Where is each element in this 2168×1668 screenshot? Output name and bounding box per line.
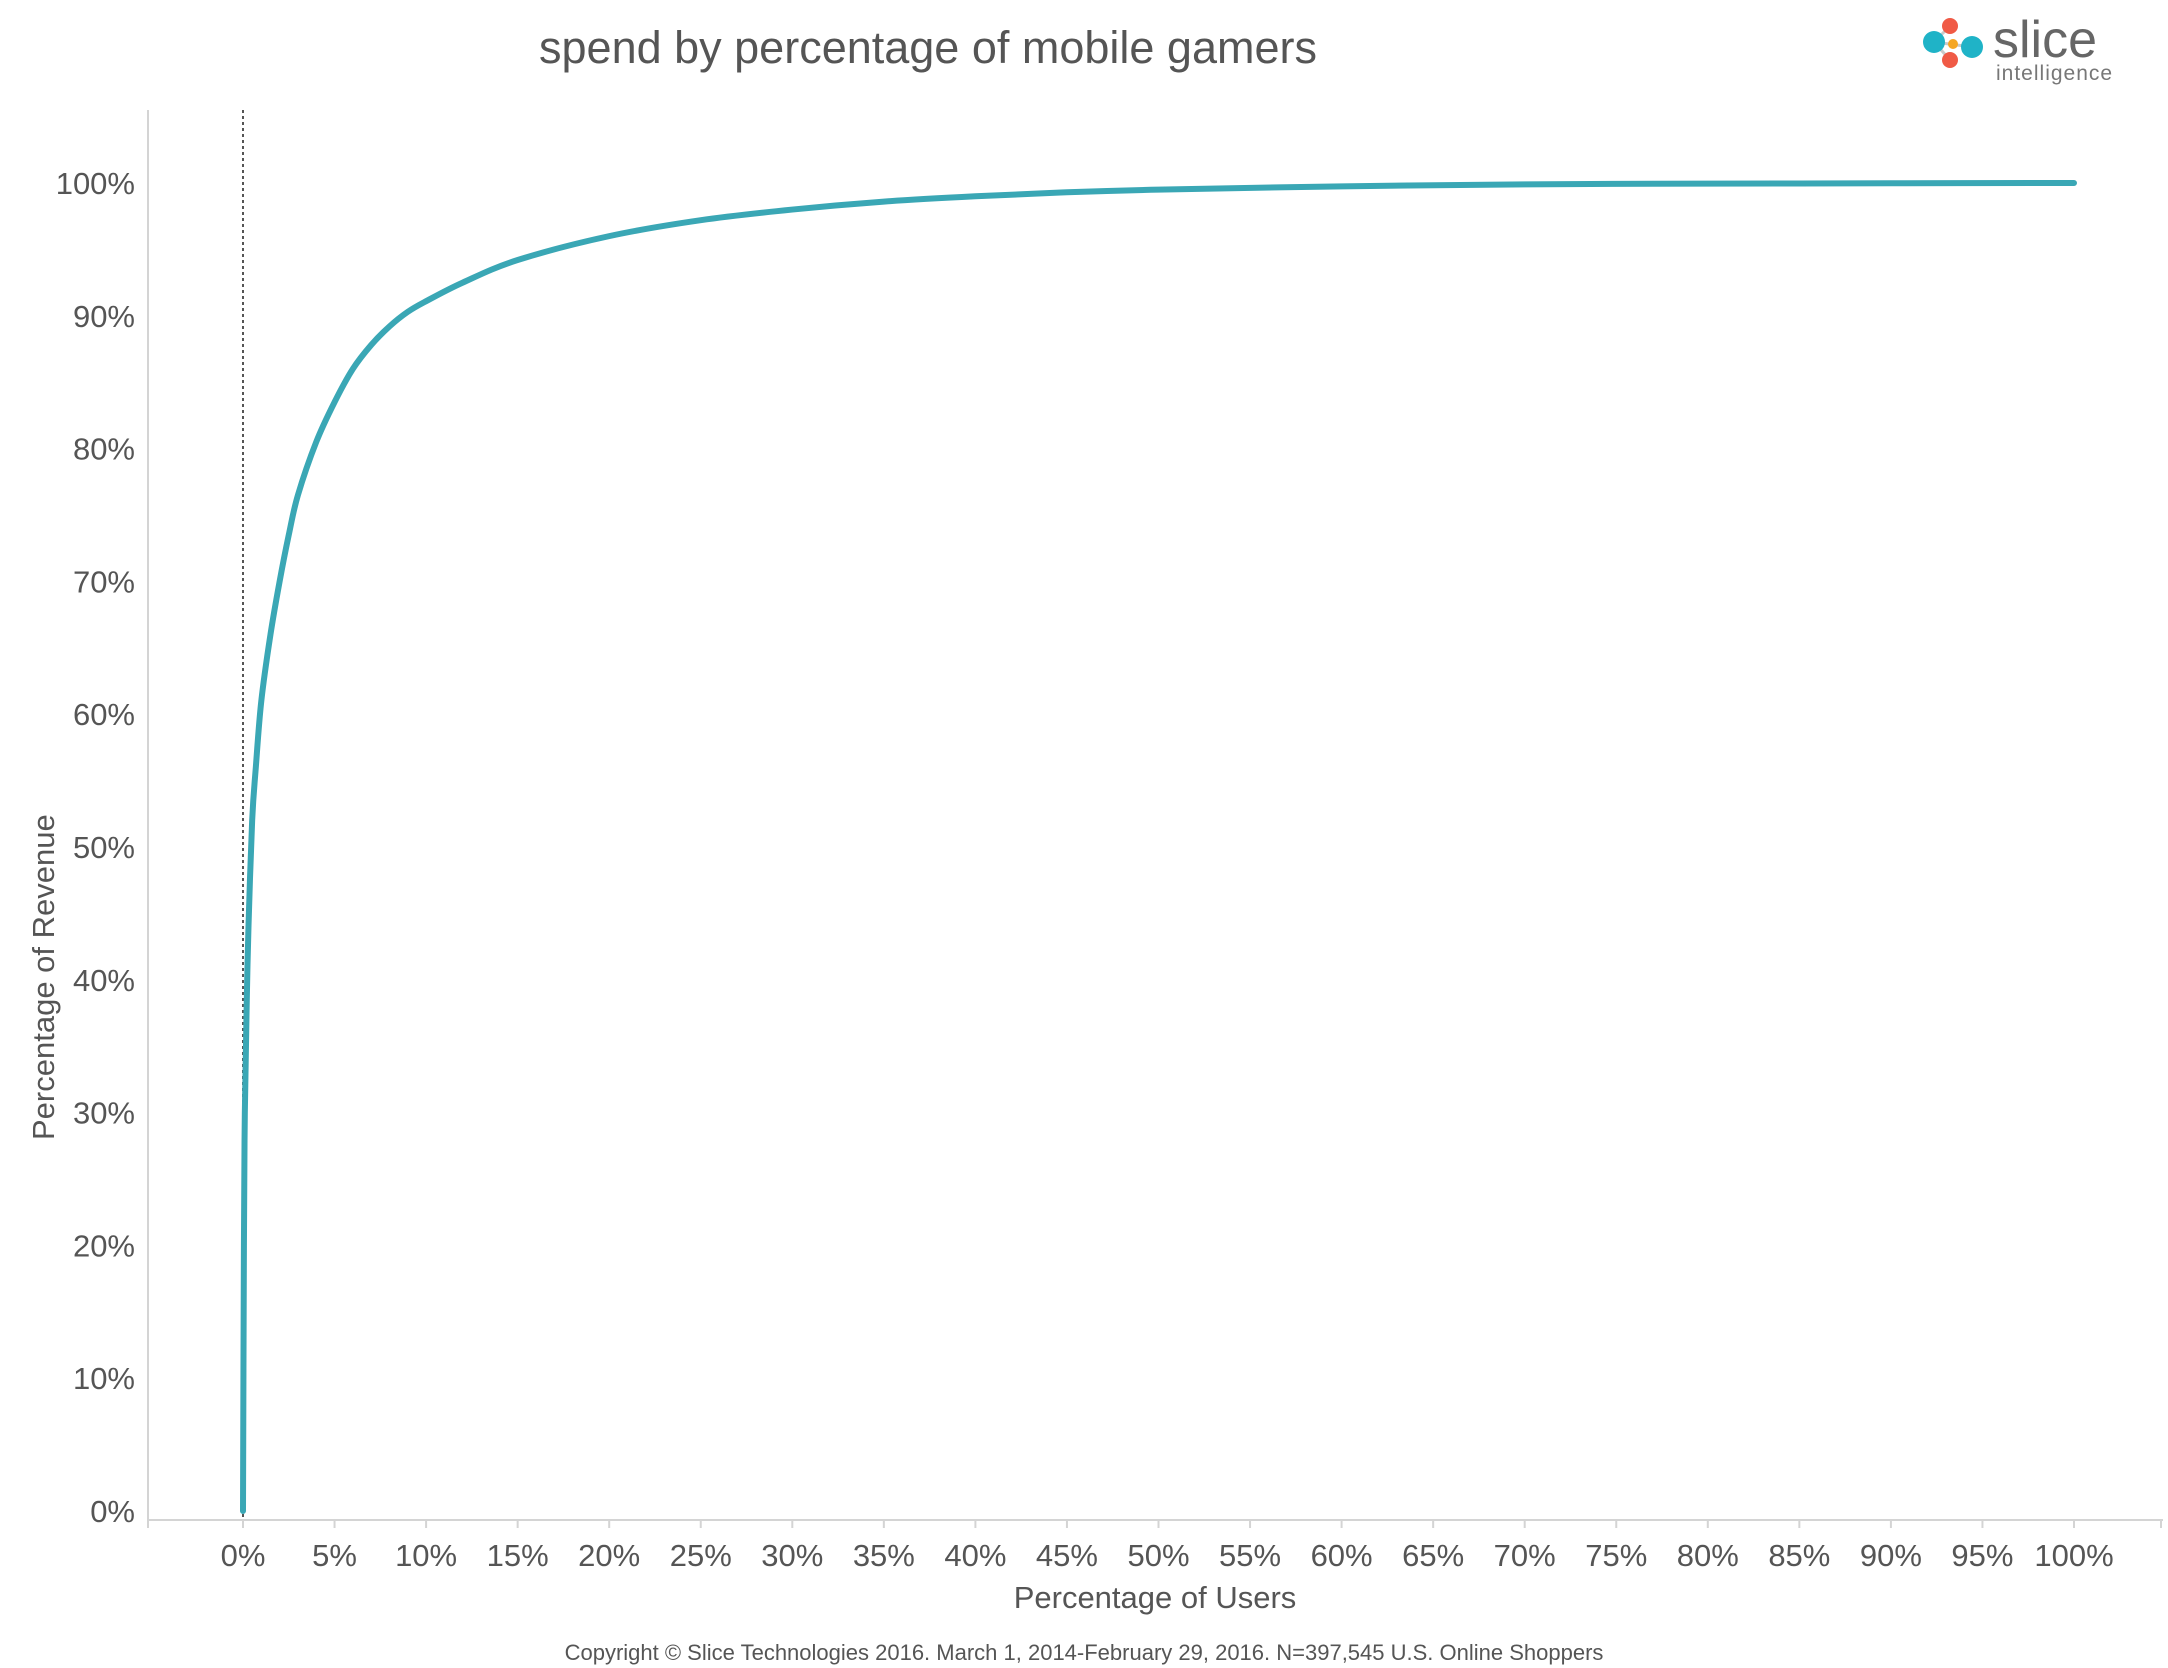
x-tick-label: 25%: [670, 1538, 732, 1573]
x-tick-label: 15%: [487, 1538, 549, 1573]
x-tick-label: 55%: [1219, 1538, 1281, 1573]
x-tick-label: 10%: [395, 1538, 457, 1573]
x-tick-label: 75%: [1585, 1538, 1647, 1573]
y-tick-label: 80%: [73, 432, 135, 467]
logo-wordmark: slice: [1993, 11, 2098, 69]
y-tick-label: 70%: [73, 564, 135, 599]
x-tick-label: 50%: [1127, 1538, 1189, 1573]
y-axis-label: Percentage of Revenue: [26, 814, 61, 1140]
copyright-footnote: Copyright © Slice Technologies 2016. Mar…: [564, 1640, 1604, 1665]
x-tick-label: 20%: [578, 1538, 640, 1573]
y-tick-label: 60%: [73, 697, 135, 732]
x-tick-label: 40%: [944, 1538, 1006, 1573]
y-tick-label: 50%: [73, 830, 135, 865]
x-tick-label: 60%: [1311, 1538, 1373, 1573]
x-tick-label: 95%: [1951, 1538, 2013, 1573]
series-layer: [240, 180, 2077, 1514]
revenue-curve-line: [240, 180, 2077, 1514]
y-tick-label: 20%: [73, 1228, 135, 1263]
y-tick-label: 100%: [56, 166, 135, 201]
x-axis-label: Percentage of Users: [1013, 1580, 1297, 1615]
axes: [147, 110, 2163, 1521]
x-tick-label: 65%: [1402, 1538, 1464, 1573]
slice-molecule-icon: [1923, 18, 1983, 68]
x-tick-label: 35%: [853, 1538, 915, 1573]
x-tick-label: 0%: [221, 1538, 266, 1573]
chart-title: spend by percentage of mobile gamers: [539, 22, 1317, 73]
y-tick-label: 90%: [73, 299, 135, 334]
x-tick-label: 85%: [1768, 1538, 1830, 1573]
x-tick-label: 100%: [2034, 1538, 2113, 1573]
x-tick-label: 70%: [1494, 1538, 1556, 1573]
tick-labels: 0% 5% 10% 15% 20% 25% 30% 35% 40% 45% 50% 55% 60% 65%…: [56, 166, 2162, 1573]
logo-subtitle: intelligence: [1996, 62, 2114, 85]
x-tick-label: 30%: [761, 1538, 823, 1573]
y-tick-label: 30%: [73, 1096, 135, 1131]
x-tick-label: 80%: [1677, 1538, 1739, 1573]
y-tick-label: 0%: [90, 1494, 135, 1529]
x-tick-label: 90%: [1860, 1538, 1922, 1573]
y-tick-label: 40%: [73, 963, 135, 998]
y-tick-label: 10%: [73, 1361, 135, 1396]
slice-intelligence-logo: slice intelligence: [1918, 14, 2148, 86]
x-tick-label: 45%: [1036, 1538, 1098, 1573]
x-tick-label: 5%: [312, 1538, 357, 1573]
